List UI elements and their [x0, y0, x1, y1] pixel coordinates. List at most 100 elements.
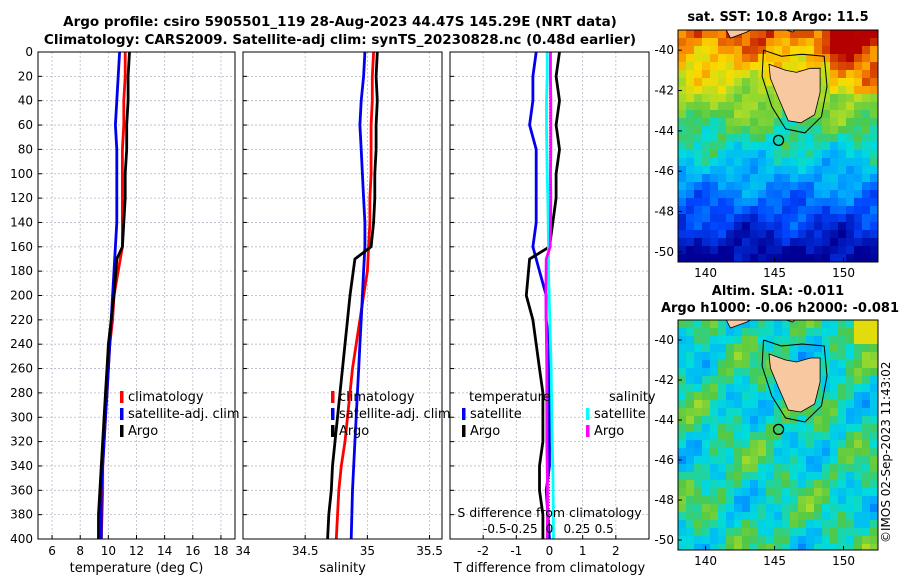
- map-cell: [814, 30, 823, 39]
- map-cell: [846, 238, 855, 247]
- legend-label: Argo: [339, 424, 369, 439]
- map-cell: [686, 344, 695, 353]
- map-cell: [718, 166, 727, 175]
- map-cell: [822, 254, 831, 262]
- map-cell: [814, 174, 823, 183]
- map-cell: [870, 496, 878, 505]
- map-cell: [854, 46, 863, 55]
- map-cell: [814, 392, 823, 401]
- map-cell: [678, 392, 687, 401]
- y-tick-label: 80: [18, 142, 33, 156]
- legend-swatch: [120, 425, 124, 437]
- map-cell: [774, 166, 783, 175]
- map-cell: [750, 222, 759, 231]
- map-cell: [774, 238, 783, 247]
- legend-swatch: [462, 425, 466, 437]
- map-cell: [838, 520, 847, 529]
- map-cell: [830, 38, 839, 47]
- map-cell: [846, 472, 855, 481]
- map-cell: [766, 400, 775, 409]
- map-cell: [862, 214, 871, 223]
- map-cell: [750, 320, 759, 329]
- map-cell: [822, 102, 831, 111]
- map-cell: [742, 206, 751, 215]
- map-cell: [742, 254, 751, 262]
- map-cell: [782, 230, 791, 239]
- map-cell: [806, 238, 815, 247]
- map-cell: [830, 222, 839, 231]
- map-cell: [734, 432, 743, 441]
- map-cell: [678, 142, 687, 151]
- map-cell: [854, 424, 863, 433]
- map-cell: [822, 328, 831, 337]
- map-cell: [758, 536, 767, 545]
- x-tick-label: 8: [76, 544, 84, 558]
- map-cell: [686, 86, 695, 95]
- map-cell: [838, 416, 847, 425]
- map-cell: [702, 142, 711, 151]
- map-cell: [870, 344, 878, 353]
- map-cell: [814, 102, 823, 111]
- map-cell: [766, 198, 775, 207]
- map-cell: [758, 158, 767, 167]
- map-cell: [814, 190, 823, 199]
- map-cell: [766, 440, 775, 449]
- map-cell: [862, 456, 871, 465]
- map-cell: [694, 150, 703, 159]
- map-cell: [726, 150, 735, 159]
- map-cell: [766, 150, 775, 159]
- map-cell: [774, 336, 783, 345]
- y-tick-label: 60: [18, 118, 33, 132]
- map-cell: [774, 320, 783, 329]
- map-cell: [798, 38, 807, 47]
- map-cell: [846, 166, 855, 175]
- map-cell: [742, 520, 751, 529]
- map-cell: [806, 544, 815, 550]
- map-cell: [870, 368, 878, 377]
- map-cell: [774, 118, 783, 127]
- map-cell: [806, 254, 815, 262]
- map-cell: [758, 544, 767, 550]
- map-cell: [758, 376, 767, 385]
- map-cell: [694, 448, 703, 457]
- map-cell: [814, 440, 823, 449]
- map-cell: [782, 182, 791, 191]
- map-cell: [742, 38, 751, 47]
- legend-label: Argo: [470, 424, 500, 439]
- map-cell: [750, 254, 759, 262]
- map-cell: [790, 456, 799, 465]
- x-tick-label: 35: [360, 544, 375, 558]
- map-cell: [694, 182, 703, 191]
- sla-map-title-line1: Altim. SLA: -0.011: [711, 284, 845, 299]
- map-cell: [718, 182, 727, 191]
- map-cell: [742, 416, 751, 425]
- map-cell: [726, 222, 735, 231]
- map-cell: [838, 392, 847, 401]
- map-cell: [870, 214, 878, 223]
- map-cell: [806, 134, 815, 143]
- map-cell: [718, 110, 727, 119]
- map-cell: [734, 174, 743, 183]
- map-cell: [734, 46, 743, 55]
- y-tick-label: 320: [10, 435, 33, 449]
- map-cell: [814, 46, 823, 55]
- map-cell: [766, 78, 775, 87]
- map-cell: [774, 504, 783, 513]
- map-cell: [782, 528, 791, 537]
- map-cell: [806, 150, 815, 159]
- map-cell: [694, 54, 703, 63]
- map-cell: [790, 504, 799, 513]
- map-cell: [846, 392, 855, 401]
- map-cell: [830, 464, 839, 473]
- map-cell: [686, 504, 695, 513]
- map-cell: [766, 30, 775, 39]
- map-cell: [750, 62, 759, 71]
- map-cell: [782, 190, 791, 199]
- map-cell: [758, 150, 767, 159]
- map-cell: [822, 30, 831, 39]
- map-cell: [862, 384, 871, 393]
- map-cell: [766, 384, 775, 393]
- map-cell: [830, 94, 839, 103]
- sst-map-title: sat. SST: 10.8 Argo: 11.5: [687, 10, 869, 25]
- map-cell: [726, 206, 735, 215]
